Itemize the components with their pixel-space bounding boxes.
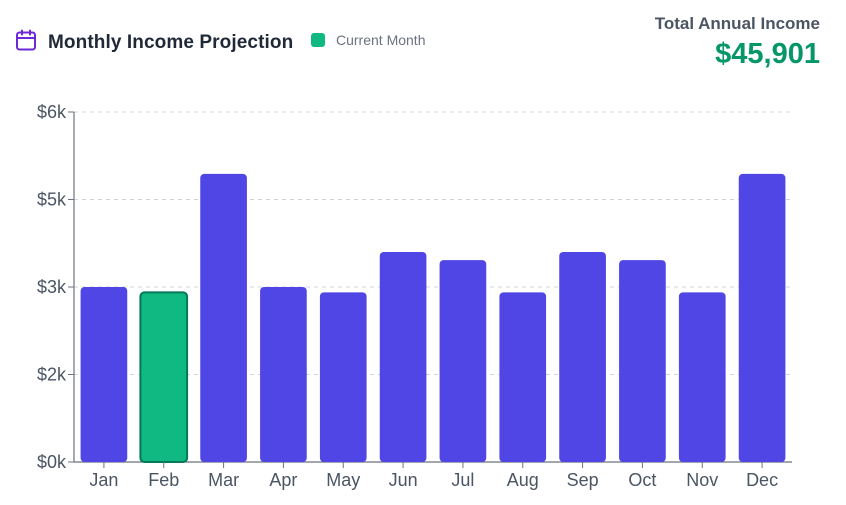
- bar: [319, 292, 367, 462]
- total-annual-income: Total Annual Income $45,901: [655, 14, 820, 71]
- bar: [80, 287, 128, 462]
- y-tick-label: $6k: [37, 102, 67, 122]
- total-value: $45,901: [715, 38, 820, 70]
- x-tick-label: Jul: [451, 470, 474, 490]
- title-group: Monthly Income Projection: [14, 28, 293, 57]
- bar: [678, 292, 726, 462]
- x-tick-label: May: [326, 470, 360, 490]
- bar: [738, 173, 786, 462]
- bar: [260, 287, 307, 462]
- x-tick-label: Apr: [269, 470, 297, 490]
- bar: [619, 260, 666, 462]
- legend: Current Month: [311, 32, 425, 48]
- y-tick-label: $5k: [37, 190, 67, 210]
- bar: [499, 292, 547, 462]
- bar: [200, 173, 247, 462]
- x-tick-label: Feb: [148, 470, 179, 490]
- x-tick-label: Mar: [208, 470, 239, 490]
- bar: [439, 260, 487, 462]
- chart-header: Monthly Income Projection Current Month …: [0, 0, 846, 90]
- bar-current-month: [139, 291, 189, 463]
- y-tick-label: $3k: [37, 277, 67, 297]
- calendar-icon: [14, 28, 38, 57]
- x-tick-label: Oct: [628, 470, 656, 490]
- y-tick-label: $2k: [37, 365, 67, 385]
- x-tick-label: Aug: [507, 470, 539, 490]
- legend-label: Current Month: [336, 32, 426, 48]
- bar: [379, 252, 427, 462]
- bar: [559, 252, 606, 462]
- total-label: Total Annual Income: [654, 14, 820, 33]
- x-tick-label: Nov: [686, 470, 718, 490]
- y-tick-label: $0k: [37, 452, 67, 472]
- chart-title: Monthly Income Projection: [48, 31, 294, 53]
- legend-swatch: [311, 33, 325, 47]
- x-tick-label: Dec: [746, 470, 778, 490]
- x-tick-label: Jan: [89, 470, 118, 490]
- x-tick-label: Sep: [567, 470, 599, 490]
- x-tick-label: Jun: [389, 470, 418, 490]
